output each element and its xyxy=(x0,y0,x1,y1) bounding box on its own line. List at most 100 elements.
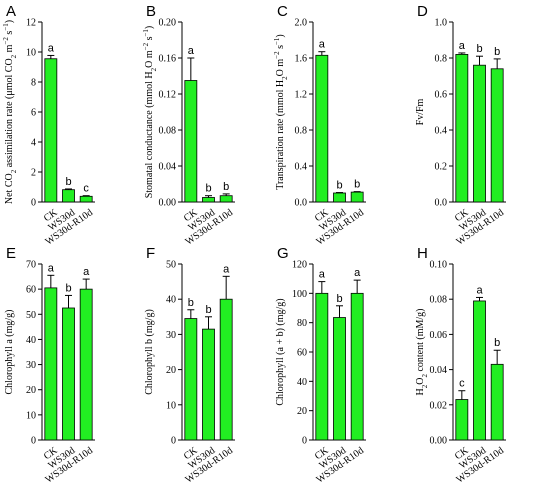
y-tick-label: 0.06 xyxy=(430,330,448,341)
y-tick-label: 100 xyxy=(292,289,307,300)
bar-ws30d-r10d xyxy=(219,195,233,203)
y-tick-label: 2.0 xyxy=(295,18,308,29)
y-tick-label: 80 xyxy=(297,318,307,329)
y-tick-label: 60 xyxy=(297,348,307,359)
significance-letter: b xyxy=(336,293,342,305)
y-tick-label: 10 xyxy=(26,48,36,59)
bar-ck xyxy=(315,292,329,441)
significance-letter: a xyxy=(83,266,90,278)
y-tick-label: 0.00 xyxy=(430,436,448,447)
y-tick-label: 0.0 xyxy=(295,198,308,209)
y-tick-label: 0 xyxy=(302,436,307,447)
y-tick-label: 2 xyxy=(31,168,36,179)
y-tick-label: 40 xyxy=(166,295,176,306)
bar-ws30d xyxy=(62,189,75,203)
significance-letter: b xyxy=(494,337,500,349)
y-axis-label: H2O2 content (mM/g) xyxy=(415,308,429,395)
panel-label: H xyxy=(417,245,428,262)
y-tick-label: 0.4 xyxy=(295,162,308,173)
bar-ck xyxy=(184,80,198,203)
panel-label: D xyxy=(417,3,428,20)
y-tick-label: 120 xyxy=(292,260,307,271)
bar-ws30d-r10d xyxy=(490,363,504,441)
y-tick-label: 30 xyxy=(166,330,176,341)
y-tick-label: 0.08 xyxy=(430,295,448,306)
y-tick-label: 0.04 xyxy=(430,365,448,376)
y-axis-label: Chlorophyll b (mg/g) xyxy=(144,309,155,395)
significance-letter: b xyxy=(223,181,229,193)
bar-ws30d-r10d xyxy=(350,191,364,203)
y-tick-label: 10 xyxy=(166,400,176,411)
y-tick-label: 0.8 xyxy=(435,54,448,65)
significance-letter: a xyxy=(48,42,55,54)
y-tick-label: 0.16 xyxy=(159,54,177,65)
panel-a: A 0 2 4 6 8 10 12 Net CO2 assimilation rate (μmo… xyxy=(2,3,95,248)
bar-ck xyxy=(455,399,469,441)
y-axis-label: Net CO2 assimilation rate (μmol CO2 m−2 … xyxy=(2,20,18,204)
y-tick-label: 0.00 xyxy=(159,198,177,209)
y-tick-label: 20 xyxy=(297,406,307,417)
y-tick-label: 0.12 xyxy=(159,90,177,101)
y-tick-label: 0.08 xyxy=(159,126,177,137)
bar-ws30d xyxy=(202,197,215,203)
y-axis-label: Stomatal conductance (mmol H2O m−2 s−1) xyxy=(142,26,158,199)
bar-ws30d-r10d xyxy=(79,288,93,441)
bar-ws30d xyxy=(333,192,346,203)
panel-c: C 0.0 0.4 0.8 1.2 1.6 2.0 Transpiration rate (m… xyxy=(273,3,366,248)
y-tick-label: 6 xyxy=(31,108,36,119)
significance-letter: b xyxy=(205,183,211,195)
significance-letter: a xyxy=(223,263,230,275)
bar-ck xyxy=(455,54,469,203)
y-tick-label: 0 xyxy=(31,198,36,209)
y-tick-label: 50 xyxy=(26,310,36,321)
panel-d: D0.00.20.40.60.81.0Fv/FmaCKbWS30dbWS30d-… xyxy=(415,3,506,248)
significance-letter: a xyxy=(319,39,326,51)
y-tick-label: 12 xyxy=(26,18,36,29)
bar-ws30d-r10d xyxy=(350,292,364,441)
bar-ck xyxy=(315,54,329,203)
significance-letter: c xyxy=(459,378,465,390)
y-axis-label: Fv/Fm xyxy=(415,98,426,125)
significance-letter: a xyxy=(354,267,361,279)
panel-g: G 0 20 40 60 80 100 120 Chlorophyll (a + b) (mg/… xyxy=(275,245,366,484)
bar-ws30d-r10d xyxy=(490,68,504,203)
bar-ws30d xyxy=(62,307,75,441)
significance-letter: a xyxy=(459,40,466,52)
significance-letter: b xyxy=(476,43,482,55)
bar-ck xyxy=(184,318,198,441)
y-tick-label: 1.6 xyxy=(295,54,308,65)
y-tick-label: 0.04 xyxy=(159,162,177,173)
significance-letter: a xyxy=(48,262,55,274)
bar-ws30d-r10d xyxy=(219,298,233,441)
panel-h: H 0.00 0.02 0.04 0.06 0.08 0.10 H2O2 content (m… xyxy=(415,245,506,484)
y-tick-label: 0.20 xyxy=(159,18,177,29)
y-tick-label: 70 xyxy=(26,260,36,271)
y-tick-label: 8 xyxy=(31,78,36,89)
significance-letter: b xyxy=(188,297,194,309)
y-tick-label: 0 xyxy=(31,436,36,447)
y-axis-label: Transpiration rate (mmol H2O m−2 s−1) xyxy=(273,34,289,190)
significance-letter: a xyxy=(319,269,326,281)
y-tick-label: 20 xyxy=(166,365,176,376)
significance-letter: b xyxy=(494,46,500,58)
significance-letter: a xyxy=(188,45,195,57)
y-tick-label: 0.10 xyxy=(430,260,448,271)
y-tick-label: 0.0 xyxy=(435,198,448,209)
y-tick-label: 20 xyxy=(26,385,36,396)
y-tick-label: 60 xyxy=(26,285,36,296)
bar-ck xyxy=(44,58,58,203)
panel-label: A xyxy=(6,3,16,20)
bar-ck xyxy=(44,287,58,441)
significance-letter: a xyxy=(476,284,483,296)
y-tick-label: 1.2 xyxy=(295,90,308,101)
y-tick-label: 0.6 xyxy=(435,90,448,101)
panel-label: F xyxy=(146,245,155,262)
bar-ws30d xyxy=(473,64,486,203)
panel-label: C xyxy=(277,3,288,20)
bar-ws30d-r10d xyxy=(79,195,93,203)
bar-ws30d xyxy=(202,328,215,441)
